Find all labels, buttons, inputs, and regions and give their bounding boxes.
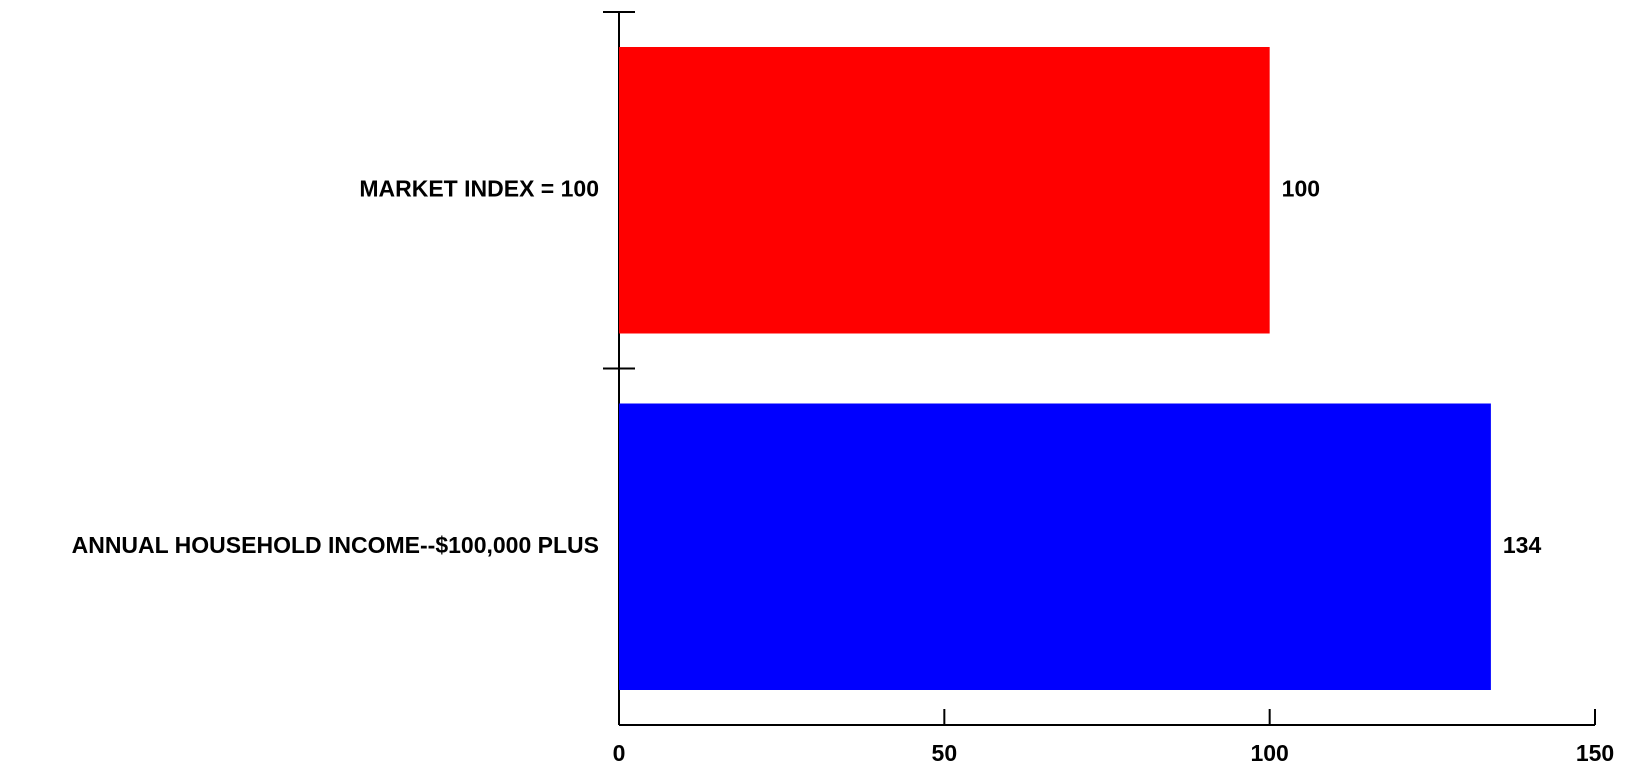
bar — [619, 47, 1270, 334]
labels: MARKET INDEX = 100 100 ANNUAL HOUSEHOLD IN… — [72, 175, 1542, 558]
x-axis: 0 50 100 150 — [613, 709, 1614, 766]
category-label: MARKET INDEX = 100 — [359, 175, 599, 201]
x-tick-label: 50 — [932, 740, 958, 766]
x-tick-label: 100 — [1250, 740, 1288, 766]
category-label: ANNUAL HOUSEHOLD INCOME--$100,000 PLUS — [72, 532, 599, 558]
bar — [619, 403, 1491, 690]
bars — [619, 47, 1491, 690]
value-label: 134 — [1503, 532, 1542, 558]
x-tick-label: 0 — [613, 740, 626, 766]
x-tick-label: 150 — [1576, 740, 1614, 766]
value-label: 100 — [1282, 175, 1320, 201]
